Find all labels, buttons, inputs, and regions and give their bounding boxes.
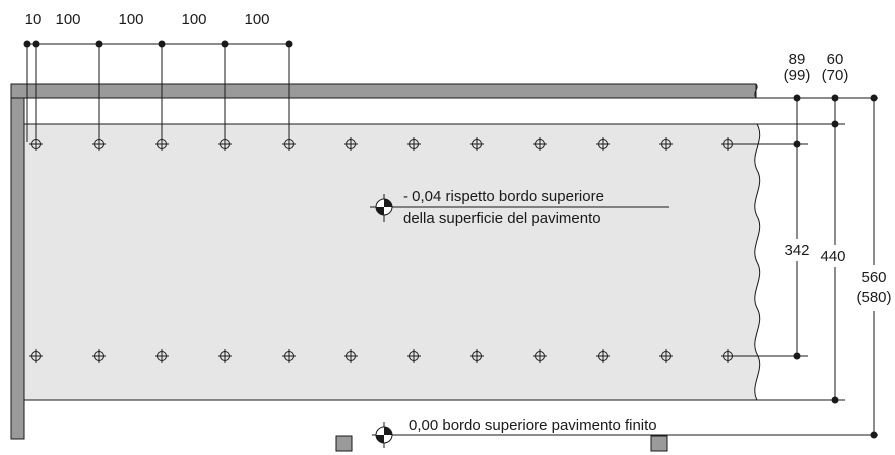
level-note-upper-line1: - 0,04 rispetto bordo superiore xyxy=(403,188,604,205)
label-mask xyxy=(853,265,895,311)
hole-marker-icon xyxy=(218,349,232,363)
hole-marker-icon xyxy=(533,137,547,151)
support-block-right xyxy=(650,435,668,452)
dim-dot xyxy=(831,120,839,128)
hole-marker-icon xyxy=(533,349,547,363)
hole-marker-icon xyxy=(470,137,484,151)
spacing-label-100: 100 xyxy=(55,11,80,28)
hole-marker-icon xyxy=(596,349,610,363)
dim-dot xyxy=(831,94,839,102)
level-symbol-fill xyxy=(376,427,392,443)
dim-label-70: (70) xyxy=(822,67,849,84)
level-note-lower: 0,00 bordo superiore pavimento finito xyxy=(409,417,657,434)
hole-marker-icon xyxy=(29,349,43,363)
dim-label-60: 60 xyxy=(827,51,844,68)
hole-marker-icon xyxy=(282,137,296,151)
hole-marker-icon xyxy=(470,349,484,363)
dim-label-560: 560 xyxy=(861,269,886,286)
dim-label-440: 440 xyxy=(820,248,845,265)
hole-marker-icon xyxy=(155,137,169,151)
beam-break-mark xyxy=(754,83,758,99)
level-symbol-fill xyxy=(376,199,392,215)
level-marker-lower: 0,00 bordo superiore pavimento finito xyxy=(375,417,657,448)
spacing-label-10: 10 xyxy=(25,11,42,28)
level-note-upper-line2: della superficie del pavimento xyxy=(403,210,601,227)
level-marker-upper: - 0,04 rispetto bordo superiore della su… xyxy=(370,188,669,227)
support-block-left xyxy=(335,435,353,452)
hole-marker-icon xyxy=(659,137,673,151)
hole-marker-icon xyxy=(721,349,735,363)
hole-marker-icon xyxy=(155,349,169,363)
dim-dot xyxy=(831,396,839,404)
hole-marker-icon xyxy=(721,137,735,151)
dim-dot xyxy=(285,40,293,48)
spacing-label-100: 100 xyxy=(244,11,269,28)
hole-marker-icon xyxy=(659,349,673,363)
dim-label-580: (580) xyxy=(856,289,891,306)
spacing-label-100: 100 xyxy=(118,11,143,28)
top-spacing-dimension: 10 100 100 100 100 xyxy=(23,11,293,142)
hole-marker-icon xyxy=(344,349,358,363)
dim-dot xyxy=(870,431,878,439)
side-dimensions: 89 (99) 60 (70) 342 440 560 (580) xyxy=(735,51,895,439)
hole-marker-icon xyxy=(218,137,232,151)
hole-marker-icon xyxy=(407,137,421,151)
hole-marker-icon xyxy=(282,349,296,363)
label-mask xyxy=(815,245,850,267)
dim-dot xyxy=(23,40,31,48)
dim-label-99: (99) xyxy=(784,67,811,84)
dim-dot xyxy=(221,40,229,48)
label-mask xyxy=(779,239,814,261)
dim-dot xyxy=(870,94,878,102)
dim-label-342: 342 xyxy=(784,242,809,259)
hole-marker-icon xyxy=(92,349,106,363)
top-wall-beam xyxy=(10,83,757,99)
hole-marker-icon xyxy=(344,137,358,151)
dim-dot xyxy=(158,40,166,48)
hole-marker-icon xyxy=(407,349,421,363)
hole-markers xyxy=(29,137,735,363)
hole-marker-icon xyxy=(596,137,610,151)
dim-label-89: 89 xyxy=(789,51,806,68)
hole-marker-icon xyxy=(29,137,43,151)
panel-break-line xyxy=(754,123,761,401)
dim-dot xyxy=(32,40,40,48)
dim-dot xyxy=(95,40,103,48)
floor-panel xyxy=(24,124,760,400)
spacing-label-100: 100 xyxy=(181,11,206,28)
dim-dot xyxy=(793,140,801,148)
dim-dot xyxy=(793,94,801,102)
vertical-wall-post xyxy=(10,83,25,440)
dim-dot xyxy=(793,352,801,360)
hole-marker-icon xyxy=(92,137,106,151)
